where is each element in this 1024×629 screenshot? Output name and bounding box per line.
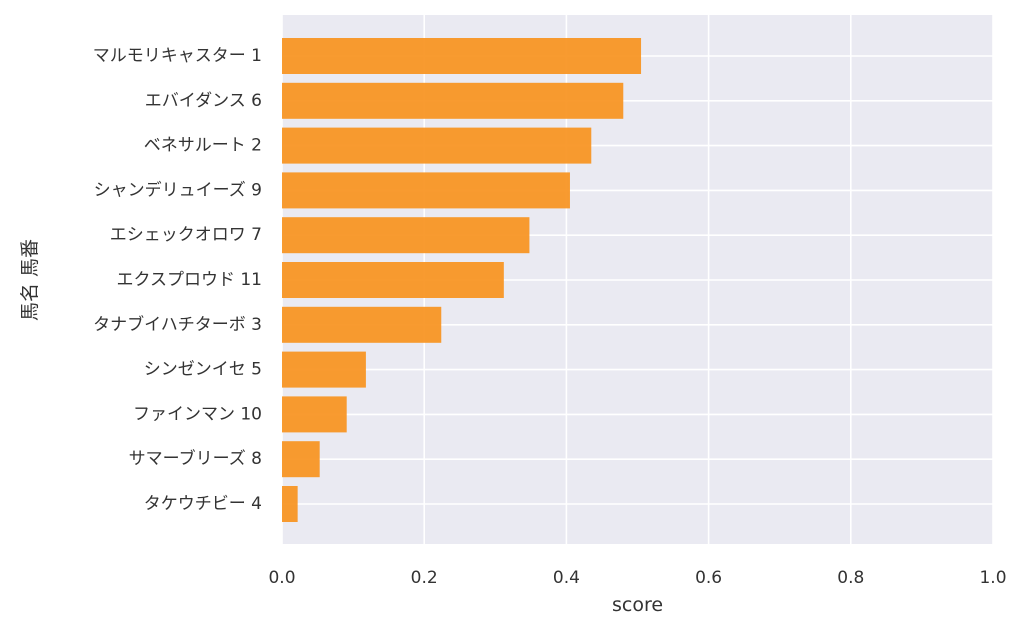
x-tick-label: 0.0	[268, 568, 295, 588]
x-tick-labels: 0.0 0.2 0.4 0.6 0.8 1.0	[268, 568, 1006, 588]
y-tick-label: タナブイハチターボ 3	[93, 314, 262, 335]
bar	[282, 351, 366, 388]
bar	[282, 306, 442, 343]
y-tick-label: シンゼンイセ 5	[144, 360, 262, 380]
y-tick-label: サマーブリーズ 8	[129, 448, 262, 469]
bar	[282, 172, 570, 209]
x-axis-title: score	[612, 594, 663, 616]
bar	[282, 82, 624, 119]
bar	[282, 127, 592, 164]
bar	[282, 262, 504, 298]
y-tick-label: タケウチビー 4	[144, 494, 262, 514]
x-tick-label: 0.2	[411, 568, 438, 588]
x-tick-label: 1.0	[979, 568, 1006, 588]
y-tick-label: エシェックオロワ 7	[110, 225, 262, 245]
y-axis-title: 馬名 馬番	[19, 239, 41, 321]
y-tick-labels: マルモリキャスター 1 エバイダンス 6 ベネサルート 2 シャンデリュイーズ 9 エシ…	[93, 46, 262, 514]
y-tick-label: エバイダンス 6	[145, 91, 262, 111]
y-tick-label: ファインマン 10	[133, 404, 262, 424]
bar	[282, 396, 347, 433]
bar	[282, 38, 642, 74]
bars	[282, 38, 642, 522]
y-tick-label: エクスプロウド 11	[116, 270, 262, 290]
x-tick-label: 0.4	[553, 568, 580, 588]
y-tick-label: ベネサルート 2	[144, 136, 262, 156]
x-tick-label: 0.8	[837, 568, 864, 588]
bar	[282, 217, 530, 254]
y-tick-label: マルモリキャスター 1	[93, 46, 262, 66]
bar	[282, 441, 320, 478]
bar	[282, 486, 298, 522]
y-tick-label: シャンデリュイーズ 9	[94, 179, 262, 200]
x-tick-label: 0.6	[695, 568, 722, 588]
